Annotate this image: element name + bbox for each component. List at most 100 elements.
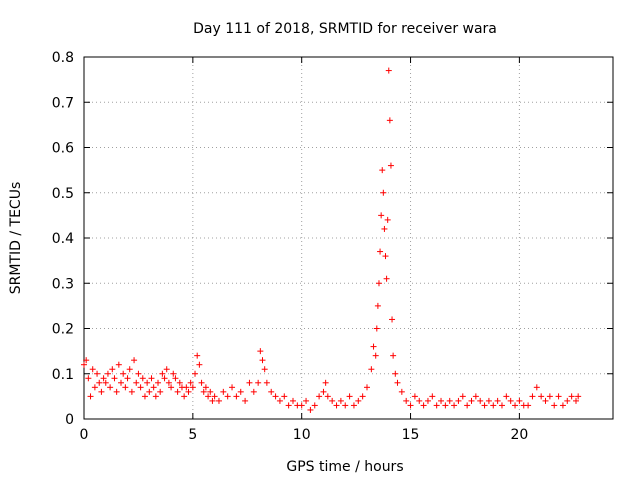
data-point — [468, 397, 475, 404]
data-point — [411, 393, 418, 400]
data-point — [168, 384, 175, 391]
data-point — [373, 325, 380, 332]
data-point — [403, 397, 410, 404]
data-point — [546, 393, 553, 400]
data-point — [516, 397, 523, 404]
data-point — [126, 366, 133, 373]
data-point — [533, 384, 540, 391]
data-point — [424, 397, 431, 404]
data-point — [250, 388, 257, 395]
data-point — [298, 402, 305, 409]
data-point — [386, 117, 393, 124]
data-point — [215, 397, 222, 404]
data-point — [382, 253, 389, 260]
data-point — [316, 393, 323, 400]
data-point — [385, 67, 392, 74]
data-point — [551, 402, 558, 409]
data-point — [102, 379, 109, 386]
data-point — [205, 393, 212, 400]
data-point — [109, 366, 116, 373]
data-point — [100, 375, 107, 382]
data-point — [161, 375, 168, 382]
data-point — [346, 393, 353, 400]
data-point — [368, 366, 375, 373]
data-point — [433, 402, 440, 409]
data-point — [575, 393, 582, 400]
data-point — [374, 302, 381, 309]
data-point — [200, 388, 207, 395]
data-point — [329, 397, 336, 404]
data-point — [383, 275, 390, 282]
data-point — [303, 397, 310, 404]
data-point — [144, 379, 151, 386]
data-point — [229, 384, 236, 391]
data-point — [364, 384, 371, 391]
data-point — [94, 370, 101, 377]
data-point — [333, 402, 340, 409]
data-point — [159, 370, 166, 377]
data-point — [455, 397, 462, 404]
data-point — [155, 379, 162, 386]
data-point — [181, 393, 188, 400]
data-point — [416, 397, 423, 404]
data-point — [311, 402, 318, 409]
data-point — [263, 379, 270, 386]
data-point — [107, 384, 114, 391]
data-point — [122, 384, 129, 391]
data-point — [394, 379, 401, 386]
data-point — [198, 379, 205, 386]
data-point — [337, 397, 344, 404]
x-tick-label: 10 — [293, 427, 311, 443]
y-tick-label: 0 — [65, 412, 74, 428]
data-point — [174, 388, 181, 395]
data-point — [233, 393, 240, 400]
data-point — [378, 212, 385, 219]
data-point — [429, 393, 436, 400]
data-point — [207, 388, 214, 395]
y-axis-label: SRMTID / TECUs — [8, 182, 24, 295]
data-point — [255, 379, 262, 386]
data-point — [165, 379, 172, 386]
grid-layer — [84, 57, 613, 419]
data-point — [307, 406, 314, 413]
data-point — [141, 393, 148, 400]
data-point — [375, 280, 382, 287]
data-point — [381, 225, 388, 232]
data-point — [387, 162, 394, 169]
data-point — [146, 388, 153, 395]
y-tick-label: 0.6 — [52, 141, 74, 157]
data-point — [398, 388, 405, 395]
data-point — [390, 352, 397, 359]
x-tick-label: 15 — [402, 427, 420, 443]
data-point — [322, 379, 329, 386]
data-point — [559, 402, 566, 409]
data-point — [355, 397, 362, 404]
data-point — [131, 357, 138, 364]
y-tick-label: 0.8 — [52, 50, 74, 66]
data-point — [261, 366, 268, 373]
data-point — [485, 397, 492, 404]
data-point — [83, 357, 90, 364]
data-point — [512, 402, 519, 409]
data-point — [380, 189, 387, 196]
data-point — [104, 370, 111, 377]
data-point — [555, 393, 562, 400]
data-point — [189, 384, 196, 391]
data-point — [350, 402, 357, 409]
data-point — [91, 384, 98, 391]
data-point — [128, 388, 135, 395]
data-point — [81, 361, 87, 368]
data-point — [183, 384, 190, 391]
data-point — [211, 393, 218, 400]
data-point — [477, 397, 484, 404]
data-point — [242, 397, 249, 404]
data-point — [150, 384, 157, 391]
data-point — [359, 393, 366, 400]
data-point — [459, 393, 466, 400]
data-point — [124, 375, 131, 382]
data-point — [111, 375, 118, 382]
data-point — [446, 397, 453, 404]
data-point — [202, 384, 209, 391]
data-point — [115, 361, 122, 368]
